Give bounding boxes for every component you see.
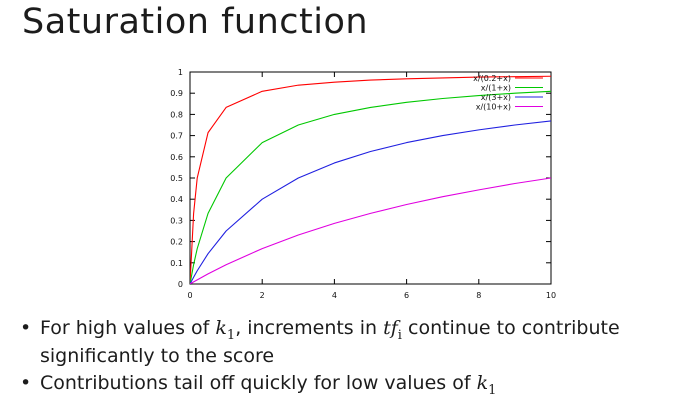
saturation-chart: 00.10.20.30.40.50.60.70.80.910 2 4 6 8 10 x/(… xyxy=(170,68,556,300)
y-tick-label: 0.1 xyxy=(170,259,183,268)
y-tick-label: 0.7 xyxy=(170,132,183,141)
legend-label: x/(3+x) xyxy=(481,93,511,102)
bullet-list: For high values of k1, increments in tfi… xyxy=(20,318,680,401)
math-k1: k1 xyxy=(215,317,236,343)
series-line xyxy=(190,120,551,284)
bullet-text: continue to contribute significantly to … xyxy=(40,317,620,367)
y-tick-label: 0.6 xyxy=(170,153,183,162)
y-tick-label: 1 xyxy=(178,68,183,77)
bullet-text: Contributions tail off quickly for low v… xyxy=(40,371,477,394)
legend-label: x/(1+x) xyxy=(481,84,511,93)
bullet-text: , increments in xyxy=(235,317,384,339)
y-tick-label: 0.9 xyxy=(170,89,183,98)
bullet-item: For high values of k1, increments in tfi… xyxy=(20,318,680,367)
y-tick-label: 0.8 xyxy=(170,110,183,119)
legend-label: x/(10+x) xyxy=(476,103,511,112)
y-tick-label: 0.5 xyxy=(170,174,183,183)
x-tick-label: 4 xyxy=(332,291,337,300)
x-tick-label: 6 xyxy=(404,291,409,300)
x-tick-label: 0 xyxy=(187,291,192,300)
x-tick-label: 10 xyxy=(546,291,556,300)
y-tick-label: 0.4 xyxy=(170,195,183,204)
y-tick-label: 0.3 xyxy=(170,216,183,225)
x-tick-label: 2 xyxy=(260,291,265,300)
y-tick-label: 0.2 xyxy=(170,238,183,247)
series-line xyxy=(190,75,551,284)
series-line xyxy=(190,90,551,284)
bullet-text: For high values of xyxy=(40,317,216,339)
bullet-item: Contributions tail off quickly for low v… xyxy=(20,371,680,401)
y-tick-label: 0 xyxy=(178,280,183,289)
math-k1: k1 xyxy=(476,371,497,398)
legend-label: x/(0.2+x) xyxy=(473,74,511,83)
slide-title: Saturation function xyxy=(22,2,369,42)
x-tick-label: 8 xyxy=(476,291,481,300)
series-line xyxy=(190,177,551,284)
math-tfi: tfi xyxy=(383,317,402,343)
